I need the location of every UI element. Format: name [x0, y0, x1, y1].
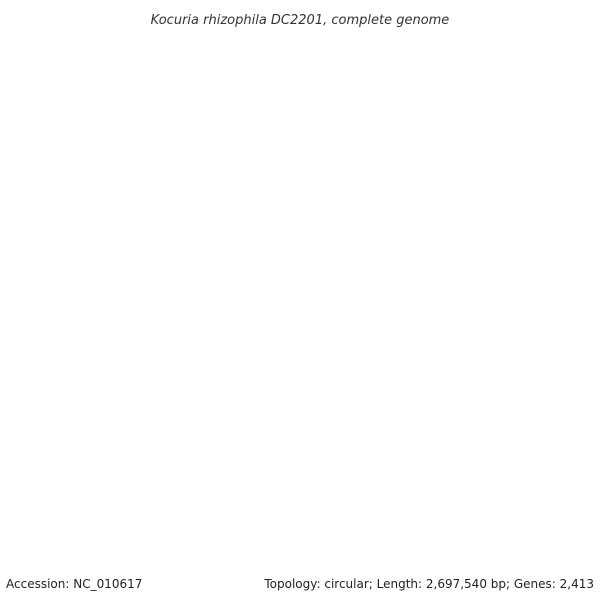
accession-text: Accession: NC_010617 — [6, 577, 143, 591]
map-title: Kocuria rhizophila DC2201, complete geno… — [151, 13, 450, 28]
footer: Accession: NC_010617 Topology: circular;… — [6, 577, 594, 591]
genome-summary: Topology: circular; Length: 2,697,540 bp… — [264, 577, 594, 591]
